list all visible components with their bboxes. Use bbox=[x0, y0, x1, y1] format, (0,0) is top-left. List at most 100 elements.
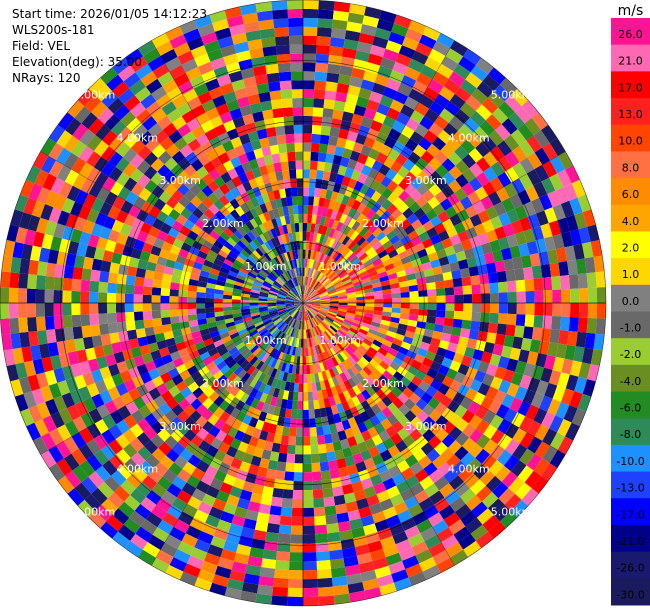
velocity-gate bbox=[448, 165, 463, 180]
velocity-gate bbox=[141, 242, 154, 254]
velocity-gate bbox=[236, 239, 247, 250]
colorbar-swatch bbox=[611, 231, 650, 259]
velocity-gate bbox=[219, 364, 231, 375]
velocity-gate bbox=[375, 461, 388, 474]
velocity-gate bbox=[156, 364, 169, 376]
velocity-gate bbox=[384, 214, 396, 226]
velocity-gate bbox=[309, 160, 318, 171]
velocity-gate bbox=[169, 309, 179, 317]
velocity-gate bbox=[310, 259, 315, 269]
velocity-gate bbox=[283, 116, 294, 126]
velocity-gate bbox=[531, 112, 549, 131]
velocity-gate bbox=[326, 523, 340, 534]
velocity-gate bbox=[327, 312, 337, 318]
velocity-gate bbox=[28, 259, 39, 276]
velocity-gate bbox=[58, 408, 73, 425]
velocity-gate bbox=[140, 71, 158, 87]
velocity-gate bbox=[311, 305, 320, 310]
velocity-gate bbox=[453, 63, 471, 80]
velocity-gate bbox=[360, 144, 372, 157]
velocity-gate bbox=[318, 274, 326, 283]
velocity-gate bbox=[183, 219, 195, 231]
velocity-gate bbox=[574, 212, 588, 230]
velocity-gate bbox=[443, 512, 461, 528]
velocity-gate bbox=[314, 283, 322, 291]
velocity-gate bbox=[277, 307, 287, 312]
velocity-gate bbox=[407, 230, 419, 241]
velocity-gate bbox=[468, 265, 480, 277]
velocity-gate bbox=[411, 219, 423, 231]
elevation: Elevation(deg): 35.00 bbox=[12, 55, 142, 69]
velocity-gate bbox=[130, 56, 148, 73]
velocity-gate bbox=[258, 271, 267, 279]
velocity-gate bbox=[364, 335, 375, 344]
velocity-gate bbox=[168, 367, 180, 379]
velocity-gate bbox=[151, 86, 168, 102]
velocity-gate bbox=[346, 21, 363, 33]
velocity-gate bbox=[218, 399, 230, 412]
velocity-gate bbox=[344, 334, 354, 343]
velocity-gate bbox=[168, 129, 183, 144]
velocity-gate bbox=[288, 292, 296, 299]
velocity-gate bbox=[310, 307, 319, 313]
velocity-gate bbox=[274, 318, 283, 326]
velocity-gate bbox=[359, 274, 370, 281]
velocity-gate bbox=[294, 463, 303, 473]
velocity-gate bbox=[303, 303, 310, 309]
velocity-gate bbox=[322, 487, 334, 498]
velocity-gate bbox=[288, 569, 303, 580]
azimuth-spoke bbox=[302, 40, 455, 304]
velocity-gate bbox=[285, 304, 295, 308]
velocity-gate bbox=[72, 173, 87, 190]
velocity-gate bbox=[146, 334, 157, 345]
velocity-gate bbox=[349, 342, 359, 351]
velocity-gate bbox=[208, 168, 221, 181]
velocity-gate bbox=[294, 299, 303, 303]
velocity-gate bbox=[276, 255, 283, 265]
velocity-gate bbox=[182, 332, 193, 342]
velocity-gate bbox=[303, 374, 308, 384]
velocity-gate bbox=[316, 44, 331, 55]
velocity-gate bbox=[349, 122, 361, 134]
velocity-gate bbox=[258, 223, 267, 234]
velocity-gate bbox=[381, 315, 392, 322]
velocity-gate bbox=[152, 527, 170, 543]
velocity-gate bbox=[322, 319, 331, 327]
velocity-gate bbox=[165, 448, 180, 463]
velocity-gate bbox=[317, 312, 326, 319]
velocity-gate bbox=[284, 187, 292, 198]
velocity-gate bbox=[441, 158, 456, 172]
velocity-gate bbox=[206, 282, 216, 290]
velocity-gate bbox=[517, 189, 531, 206]
velocity-gate bbox=[222, 303, 232, 308]
velocity-gate bbox=[338, 303, 348, 306]
velocity-gate bbox=[225, 278, 236, 285]
velocity-gate bbox=[356, 382, 366, 393]
velocity-gate bbox=[441, 534, 459, 550]
velocity-gate bbox=[271, 218, 279, 229]
velocity-gate bbox=[63, 152, 79, 170]
velocity-gate bbox=[289, 418, 297, 428]
velocity-gate bbox=[539, 194, 553, 211]
velocity-gate bbox=[329, 126, 341, 138]
velocity-gate bbox=[62, 303, 72, 316]
velocity-gate bbox=[99, 323, 110, 336]
velocity-gate bbox=[109, 332, 120, 344]
velocity-gate bbox=[392, 120, 406, 134]
velocity-gate bbox=[172, 268, 183, 278]
velocity-gate bbox=[249, 492, 263, 504]
velocity-gate bbox=[370, 321, 381, 328]
velocity-gate bbox=[326, 286, 336, 293]
velocity-gate bbox=[331, 19, 348, 31]
velocity-gate bbox=[339, 372, 348, 383]
velocity-gate bbox=[178, 289, 188, 297]
velocity-gate bbox=[304, 311, 308, 321]
velocity-gate bbox=[203, 552, 221, 566]
velocity-gate bbox=[430, 337, 441, 348]
velocity-gate bbox=[238, 535, 253, 548]
velocity-gate bbox=[433, 241, 445, 252]
velocity-gate bbox=[178, 248, 190, 259]
velocity-gate bbox=[315, 335, 322, 345]
velocity-gate bbox=[431, 136, 447, 151]
velocity-gate bbox=[129, 510, 146, 527]
